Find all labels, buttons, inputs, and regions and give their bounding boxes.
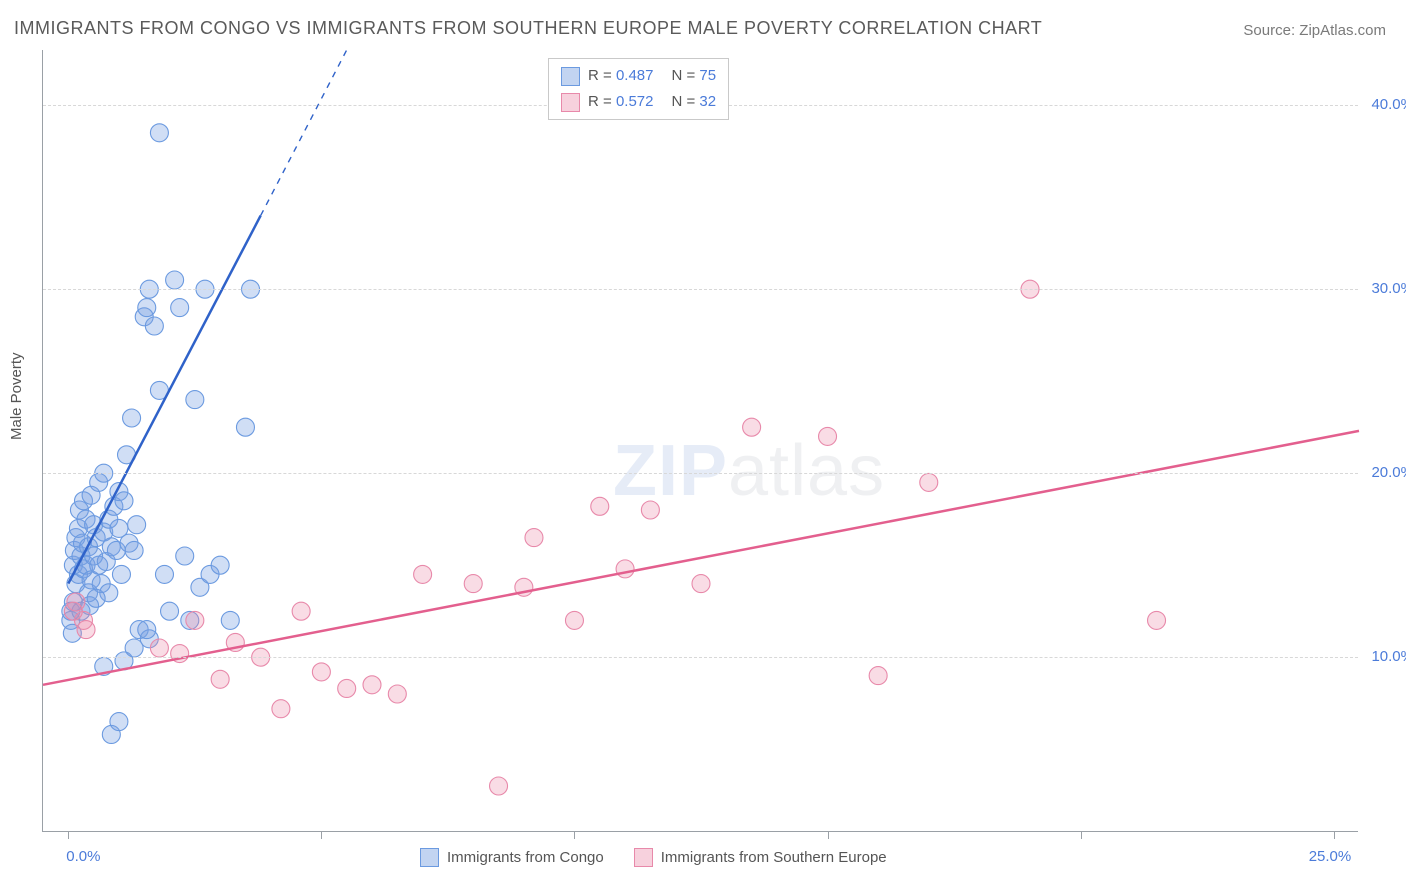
x-tick <box>828 831 829 839</box>
point-seurope <box>819 427 837 445</box>
gridline-h <box>43 289 1358 290</box>
x-tick <box>574 831 575 839</box>
y-tick-label: 20.0% <box>1371 464 1406 481</box>
x-tick-label-last: 25.0% <box>1309 848 1352 865</box>
point-seurope <box>641 501 659 519</box>
legend-item-congo: Immigrants from Congo <box>420 848 604 867</box>
scatter-svg <box>43 50 1358 831</box>
point-congo <box>115 492 133 510</box>
point-seurope <box>920 473 938 491</box>
point-seurope <box>464 575 482 593</box>
r-label-congo: R = <box>588 67 616 84</box>
x-tick <box>321 831 322 839</box>
point-seurope <box>211 670 229 688</box>
point-seurope <box>312 663 330 681</box>
r-value-congo: 0.487 <box>616 67 654 84</box>
point-congo <box>186 391 204 409</box>
point-seurope <box>692 575 710 593</box>
point-seurope <box>292 602 310 620</box>
y-axis-title: Male Poverty <box>8 352 25 440</box>
point-seurope <box>869 667 887 685</box>
r-value-seurope: 0.572 <box>616 93 654 110</box>
point-seurope <box>414 565 432 583</box>
point-seurope <box>77 621 95 639</box>
swatch-congo-bottom-icon <box>420 848 439 867</box>
source-prefix: Source: <box>1243 22 1299 39</box>
point-congo <box>155 565 173 583</box>
n-label-congo: N = <box>671 67 699 84</box>
series-label-congo: Immigrants from Congo <box>447 849 604 866</box>
n-label-seurope: N = <box>671 93 699 110</box>
point-congo <box>150 124 168 142</box>
chart-title: IMMIGRANTS FROM CONGO VS IMMIGRANTS FROM… <box>14 18 1042 39</box>
y-tick-label: 10.0% <box>1371 648 1406 665</box>
source-value: ZipAtlas.com <box>1299 22 1386 39</box>
x-tick-label-first: 0.0% <box>66 848 100 865</box>
point-seurope <box>150 639 168 657</box>
point-seurope <box>616 560 634 578</box>
y-tick-label: 30.0% <box>1371 280 1406 297</box>
y-tick-label: 40.0% <box>1371 96 1406 113</box>
point-seurope <box>67 593 85 611</box>
point-congo <box>171 299 189 317</box>
point-congo <box>125 541 143 559</box>
x-tick <box>68 831 69 839</box>
r-label-seurope: R = <box>588 93 616 110</box>
point-seurope <box>363 676 381 694</box>
point-seurope <box>338 679 356 697</box>
point-seurope <box>525 529 543 547</box>
trendline-congo <box>68 216 260 584</box>
point-seurope <box>591 497 609 515</box>
point-congo <box>138 621 156 639</box>
point-congo <box>236 418 254 436</box>
legend-stats-box: R = 0.487 N = 75 R = 0.572 N = 32 <box>548 58 729 120</box>
point-seurope <box>1148 611 1166 629</box>
plot-area: ZIPatlas 10.0%20.0%30.0%40.0%0.0%25.0% <box>42 50 1358 832</box>
swatch-seurope-bottom-icon <box>634 848 653 867</box>
point-seurope <box>388 685 406 703</box>
point-seurope <box>272 700 290 718</box>
point-congo <box>112 565 130 583</box>
trendline-ext-congo <box>261 50 347 216</box>
point-congo <box>221 611 239 629</box>
x-tick <box>1334 831 1335 839</box>
swatch-seurope-icon <box>561 93 580 112</box>
chart-container: IMMIGRANTS FROM CONGO VS IMMIGRANTS FROM… <box>0 0 1406 892</box>
point-congo <box>123 409 141 427</box>
point-seurope <box>743 418 761 436</box>
point-congo <box>138 299 156 317</box>
series-label-seurope: Immigrants from Southern Europe <box>661 849 887 866</box>
point-congo <box>211 556 229 574</box>
point-congo <box>145 317 163 335</box>
point-congo <box>166 271 184 289</box>
gridline-h <box>43 657 1358 658</box>
point-seurope <box>186 611 204 629</box>
point-congo <box>87 589 105 607</box>
x-tick <box>1081 831 1082 839</box>
swatch-congo-icon <box>561 67 580 86</box>
n-value-congo: 75 <box>699 67 716 84</box>
point-congo <box>125 639 143 657</box>
point-seurope <box>565 611 583 629</box>
source-label: Source: ZipAtlas.com <box>1243 22 1386 39</box>
point-seurope <box>490 777 508 795</box>
legend-row-seurope: R = 0.572 N = 32 <box>561 89 716 115</box>
gridline-h <box>43 473 1358 474</box>
legend-row-congo: R = 0.487 N = 75 <box>561 63 716 89</box>
point-congo <box>110 713 128 731</box>
n-value-seurope: 32 <box>699 93 716 110</box>
point-congo <box>128 516 146 534</box>
point-congo <box>176 547 194 565</box>
legend-series: Immigrants from Congo Immigrants from So… <box>420 848 887 867</box>
trendline-seurope <box>43 431 1359 685</box>
legend-item-seurope: Immigrants from Southern Europe <box>634 848 887 867</box>
point-congo <box>161 602 179 620</box>
